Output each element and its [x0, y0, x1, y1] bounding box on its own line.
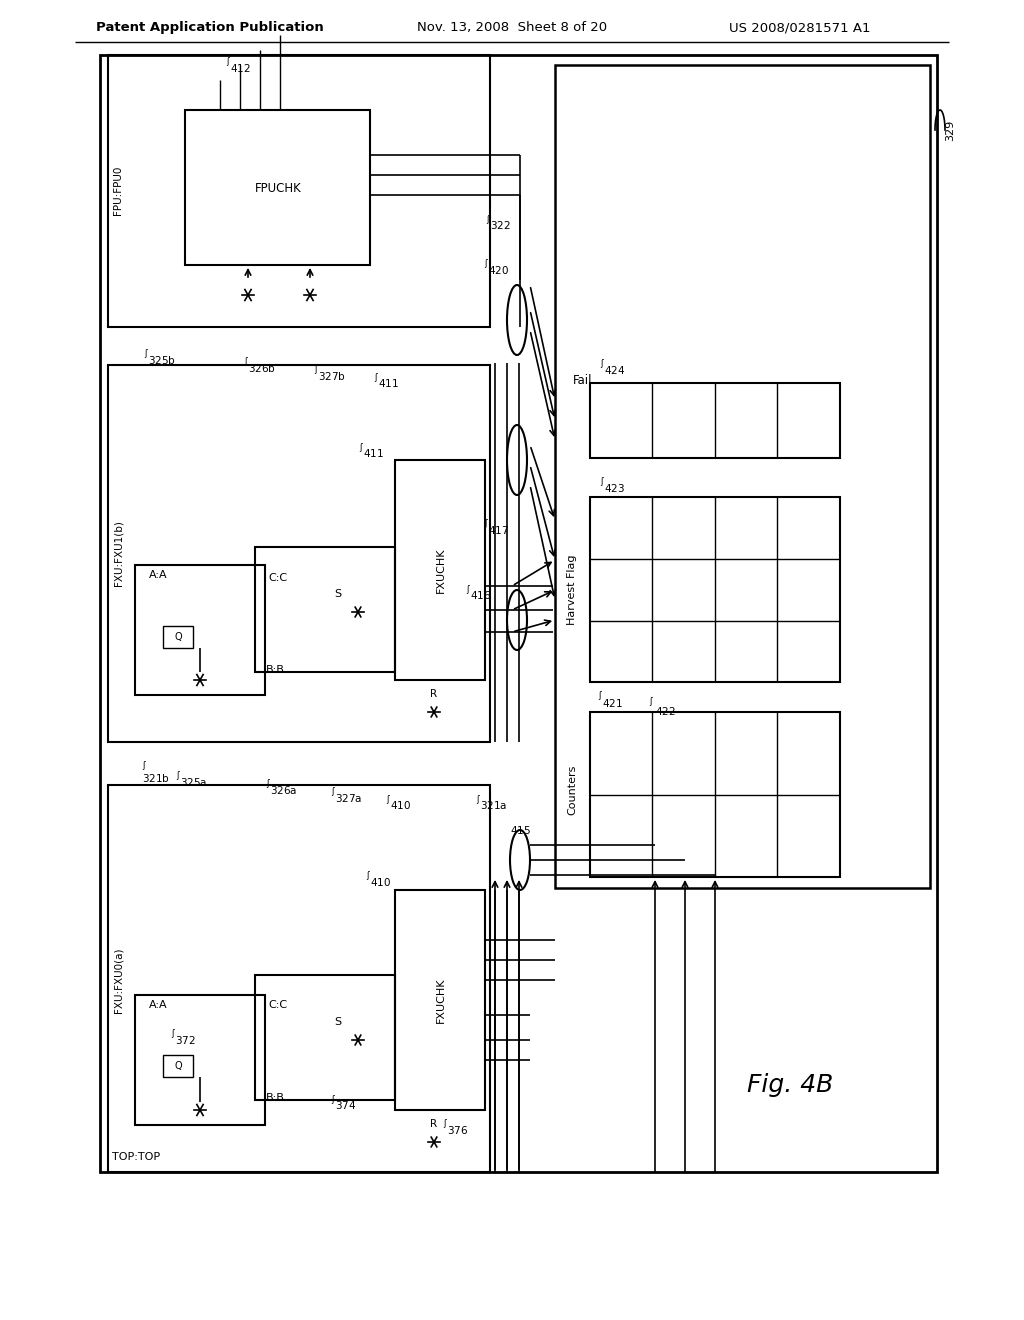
Text: ʃ: ʃ — [486, 214, 488, 223]
Text: FPU:FPU0: FPU:FPU0 — [113, 165, 123, 215]
Text: Fail: Fail — [573, 374, 593, 387]
Text: S: S — [335, 1016, 342, 1027]
Text: $\mathsf{327a}$: $\mathsf{327a}$ — [335, 792, 362, 804]
Text: ʃ: ʃ — [176, 771, 179, 780]
Text: ʃ: ʃ — [386, 795, 389, 804]
Text: $\mathsf{420}$: $\mathsf{420}$ — [488, 264, 509, 276]
Text: $\mathsf{322}$: $\mathsf{322}$ — [490, 219, 511, 231]
Text: ʃ: ʃ — [142, 760, 144, 770]
Text: ʃ: ʃ — [476, 795, 479, 804]
Bar — [555, 65, 930, 888]
Text: $\mathsf{327b}$: $\mathsf{327b}$ — [318, 370, 346, 381]
Text: B:B: B:B — [266, 665, 285, 675]
Bar — [395, 890, 485, 1110]
Text: $\mathsf{326a}$: $\mathsf{326a}$ — [270, 784, 297, 796]
Text: ʃ: ʃ — [244, 358, 247, 367]
Text: ʃ: ʃ — [649, 697, 652, 706]
Text: Q: Q — [174, 632, 182, 642]
Text: ʃ: ʃ — [226, 58, 229, 66]
Bar — [108, 55, 490, 327]
Text: ʃ: ʃ — [359, 442, 361, 451]
Text: $\mathsf{374}$: $\mathsf{374}$ — [335, 1100, 356, 1111]
Text: FXU:FXU1(b): FXU:FXU1(b) — [113, 520, 123, 586]
Text: $\mathsf{410}$: $\mathsf{410}$ — [370, 876, 391, 888]
Bar — [108, 366, 490, 742]
Text: R: R — [430, 689, 437, 700]
Text: $\mathsf{410}$: $\mathsf{410}$ — [390, 799, 411, 810]
Bar — [135, 995, 265, 1125]
Text: 329: 329 — [945, 119, 955, 141]
Text: Q: Q — [174, 1061, 182, 1071]
Text: ʃ: ʃ — [144, 350, 146, 359]
Text: C:C: C:C — [268, 1001, 287, 1010]
Text: $\mathsf{321b}$: $\mathsf{321b}$ — [142, 772, 170, 784]
Bar — [135, 565, 265, 696]
Text: US 2008/0281571 A1: US 2008/0281571 A1 — [729, 21, 870, 34]
Bar — [255, 546, 395, 672]
Text: FXU:FXU0(a): FXU:FXU0(a) — [113, 948, 123, 1012]
Text: ʃ: ʃ — [598, 692, 601, 701]
Text: C:C: C:C — [268, 573, 287, 583]
Text: $\mathsf{411}$: $\mathsf{411}$ — [378, 378, 399, 389]
Text: Fig. 4B: Fig. 4B — [746, 1073, 834, 1097]
Text: ʃ: ʃ — [443, 1119, 445, 1129]
Text: $\mathsf{423}$: $\mathsf{423}$ — [604, 482, 625, 494]
Text: $\mathsf{422}$: $\mathsf{422}$ — [655, 705, 676, 717]
Text: $\mathsf{411}$: $\mathsf{411}$ — [362, 447, 384, 459]
Text: $\mathsf{325b}$: $\mathsf{325b}$ — [148, 354, 176, 366]
Text: Harvest Flag: Harvest Flag — [567, 554, 577, 626]
Text: ʃ: ʃ — [466, 585, 469, 594]
Text: ʃ: ʃ — [374, 372, 377, 381]
Bar — [590, 498, 840, 682]
Bar — [395, 459, 485, 680]
Text: Counters: Counters — [567, 764, 577, 816]
Bar — [590, 383, 840, 458]
Text: $\mathsf{424}$: $\mathsf{424}$ — [604, 364, 626, 376]
Text: FPUCHK: FPUCHK — [255, 181, 301, 194]
Text: TOP:TOP: TOP:TOP — [112, 1152, 160, 1162]
Text: A:A: A:A — [148, 1001, 167, 1010]
Text: S: S — [335, 589, 342, 599]
Text: $\mathsf{421}$: $\mathsf{421}$ — [602, 697, 623, 709]
Text: $\mathsf{417}$: $\mathsf{417}$ — [488, 524, 509, 536]
Text: ʃ: ʃ — [484, 520, 486, 528]
Bar — [255, 975, 395, 1100]
Text: $\mathsf{321a}$: $\mathsf{321a}$ — [480, 799, 507, 810]
Text: R: R — [430, 1119, 437, 1129]
Text: $\mathsf{372}$: $\mathsf{372}$ — [175, 1034, 196, 1045]
Text: $\mathsf{376}$: $\mathsf{376}$ — [447, 1125, 468, 1137]
Text: ʃ: ʃ — [331, 788, 334, 796]
Text: ʃ: ʃ — [600, 477, 603, 486]
Text: ʃ: ʃ — [366, 871, 369, 880]
Text: $\mathsf{415}$: $\mathsf{415}$ — [510, 824, 531, 836]
Text: ʃ: ʃ — [314, 366, 316, 375]
Text: $\mathsf{326b}$: $\mathsf{326b}$ — [248, 362, 275, 374]
Bar — [185, 110, 370, 265]
Text: $\mathsf{325a}$: $\mathsf{325a}$ — [180, 776, 207, 788]
Text: ʃ: ʃ — [171, 1030, 174, 1039]
Text: $\mathsf{416}$: $\mathsf{416}$ — [470, 589, 492, 601]
Text: Nov. 13, 2008  Sheet 8 of 20: Nov. 13, 2008 Sheet 8 of 20 — [417, 21, 607, 34]
Bar — [163, 626, 193, 648]
Text: A:A: A:A — [148, 570, 167, 579]
Text: FXUCHK: FXUCHK — [436, 548, 446, 593]
Text: $\mathsf{412}$: $\mathsf{412}$ — [230, 62, 251, 74]
Text: FXUCHK: FXUCHK — [436, 977, 446, 1023]
Bar — [108, 785, 490, 1172]
Text: ʃ: ʃ — [266, 780, 269, 788]
Bar — [163, 1055, 193, 1077]
Bar — [590, 711, 840, 876]
Bar — [100, 55, 937, 1172]
Text: Patent Application Publication: Patent Application Publication — [96, 21, 324, 34]
Text: ʃ: ʃ — [484, 260, 486, 268]
Text: ʃ: ʃ — [600, 359, 603, 367]
Text: ʃ: ʃ — [331, 1094, 334, 1104]
Text: B:B: B:B — [266, 1093, 285, 1104]
